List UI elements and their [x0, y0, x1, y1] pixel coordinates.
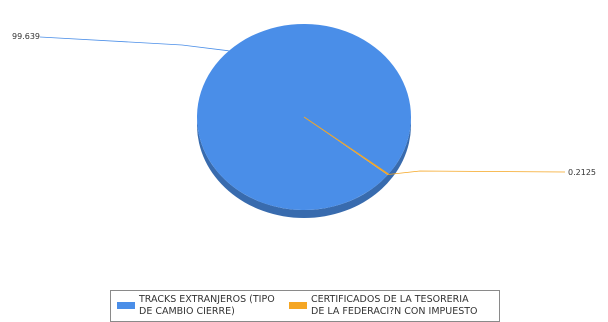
legend-item-tracks[interactable]: TRACKS EXTRANJEROS (TIPO DE CAMBIO CIERR… — [117, 294, 275, 318]
data-callouts: 99.639 0.2125 — [12, 32, 596, 177]
legend-label-certificados: CERTIFICADOS DE LA TESORERIA DE LA FEDER… — [311, 294, 478, 317]
callout-label-certificados: 0.2125 — [568, 168, 596, 177]
callout-line-tracks — [39, 36, 229, 52]
legend-swatch-orange — [289, 302, 307, 309]
callout-label-tracks: 99.639 — [12, 32, 40, 41]
pie-slice-certificados-edge — [303, 116, 389, 175]
callout-line-certificados — [388, 170, 566, 175]
legend-swatch-blue — [117, 302, 135, 309]
legend-item-certificados[interactable]: CERTIFICADOS DE LA TESORERIA DE LA FEDER… — [289, 294, 478, 318]
legend-label-tracks: TRACKS EXTRANJEROS (TIPO DE CAMBIO CIERR… — [139, 294, 275, 317]
chart-legend: TRACKS EXTRANJEROS (TIPO DE CAMBIO CIERR… — [110, 290, 500, 322]
pie-slices — [197, 23, 412, 210]
